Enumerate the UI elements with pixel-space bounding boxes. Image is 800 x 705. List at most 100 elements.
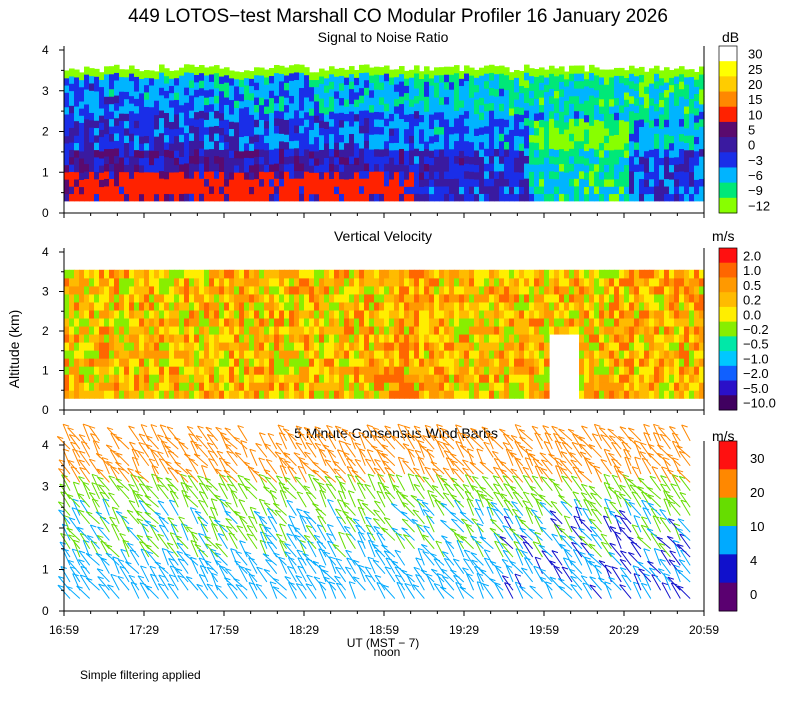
- velocity-cell: [409, 342, 415, 351]
- snr-cell: [124, 135, 130, 143]
- snr-cell: [69, 127, 75, 135]
- velocity-cell: [674, 326, 680, 335]
- snr-cell: [159, 72, 165, 80]
- snr-cell: [104, 163, 110, 171]
- snr-cell: [99, 179, 105, 187]
- snr-cell: [474, 164, 480, 172]
- snr-cell: [494, 104, 500, 112]
- snr-cell: [694, 79, 700, 87]
- velocity-cell: [339, 342, 345, 351]
- colorbar-swatch: [719, 307, 737, 322]
- velocity-cell: [404, 350, 410, 359]
- velocity-cell: [494, 318, 500, 327]
- velocity-cell: [299, 278, 305, 287]
- velocity-cell: [129, 270, 135, 279]
- snr-cell: [584, 122, 590, 130]
- snr-cell: [334, 135, 340, 143]
- snr-cell: [174, 121, 180, 129]
- snr-cell: [144, 179, 150, 187]
- snr-cell: [159, 125, 165, 133]
- snr-cell: [479, 127, 485, 135]
- velocity-cell: [644, 270, 650, 279]
- velocity-cell: [269, 318, 275, 327]
- velocity-cell: [444, 294, 450, 303]
- velocity-cell: [299, 334, 305, 343]
- snr-cell: [414, 88, 420, 96]
- velocity-cell: [514, 294, 520, 303]
- snr-cell: [249, 179, 255, 187]
- velocity-cell: [89, 302, 95, 311]
- velocity-cell: [399, 286, 405, 295]
- velocity-cell: [684, 350, 690, 359]
- velocity-cell: [649, 278, 655, 287]
- snr-cell: [319, 149, 325, 157]
- velocity-cell: [264, 294, 270, 303]
- velocity-cell: [149, 278, 155, 287]
- velocity-cell: [129, 326, 135, 335]
- snr-cell: [184, 186, 190, 194]
- snr-cell: [284, 90, 290, 98]
- snr-cell: [254, 82, 260, 90]
- velocity-cell: [464, 278, 470, 287]
- snr-cell: [664, 156, 670, 164]
- velocity-cell: [649, 334, 655, 343]
- snr-cell: [339, 120, 345, 128]
- snr-cell: [569, 111, 575, 119]
- velocity-cell: [609, 294, 615, 303]
- snr-cell: [274, 103, 280, 111]
- velocity-cell: [644, 310, 650, 319]
- velocity-cell: [359, 374, 365, 383]
- velocity-cell: [459, 302, 465, 311]
- snr-cell: [589, 178, 595, 186]
- velocity-cell: [569, 278, 575, 287]
- snr-cell: [619, 164, 625, 172]
- velocity-cell: [299, 382, 305, 391]
- snr-cell: [244, 186, 250, 194]
- velocity-cell: [534, 286, 540, 295]
- velocity-cell: [294, 350, 300, 359]
- velocity-cell: [344, 318, 350, 327]
- snr-cell: [239, 72, 245, 80]
- snr-cell: [489, 110, 495, 118]
- snr-cell: [354, 194, 360, 202]
- snr-cell: [129, 148, 135, 156]
- snr-cell: [184, 178, 190, 186]
- velocity-cell: [169, 342, 175, 351]
- velocity-cell: [539, 350, 545, 359]
- velocity-cell: [204, 294, 210, 303]
- snr-cell: [134, 128, 140, 136]
- velocity-cell: [364, 350, 370, 359]
- snr-cell: [109, 89, 115, 97]
- velocity-cell: [679, 390, 685, 399]
- snr-cell: [524, 125, 530, 133]
- snr-cell: [239, 136, 245, 144]
- velocity-cell: [354, 270, 360, 279]
- snr-cell: [389, 135, 395, 143]
- velocity-cell: [589, 318, 595, 327]
- velocity-cell: [404, 270, 410, 279]
- snr-cell: [79, 137, 85, 145]
- snr-cell: [579, 81, 585, 89]
- velocity-cell: [539, 270, 545, 279]
- snr-cell: [439, 67, 445, 75]
- snr-cell: [264, 99, 270, 107]
- velocity-cell: [599, 294, 605, 303]
- snr-cell: [229, 194, 235, 202]
- velocity-cell: [194, 382, 200, 391]
- snr-cell: [224, 171, 230, 179]
- velocity-cell: [449, 350, 455, 359]
- velocity-cell: [649, 390, 655, 399]
- velocity-cell: [564, 286, 570, 295]
- velocity-cell: [214, 326, 220, 335]
- velocity-cell: [214, 382, 220, 391]
- snr-cell: [279, 66, 285, 74]
- snr-cell: [84, 178, 90, 186]
- snr-cell: [629, 171, 635, 179]
- snr-cell: [339, 142, 345, 150]
- snr-cell: [104, 134, 110, 142]
- snr-cell: [99, 94, 105, 102]
- velocity-cell: [134, 326, 140, 335]
- velocity-cell: [374, 358, 380, 367]
- wind-barb: [100, 492, 110, 507]
- snr-cell: [619, 142, 625, 150]
